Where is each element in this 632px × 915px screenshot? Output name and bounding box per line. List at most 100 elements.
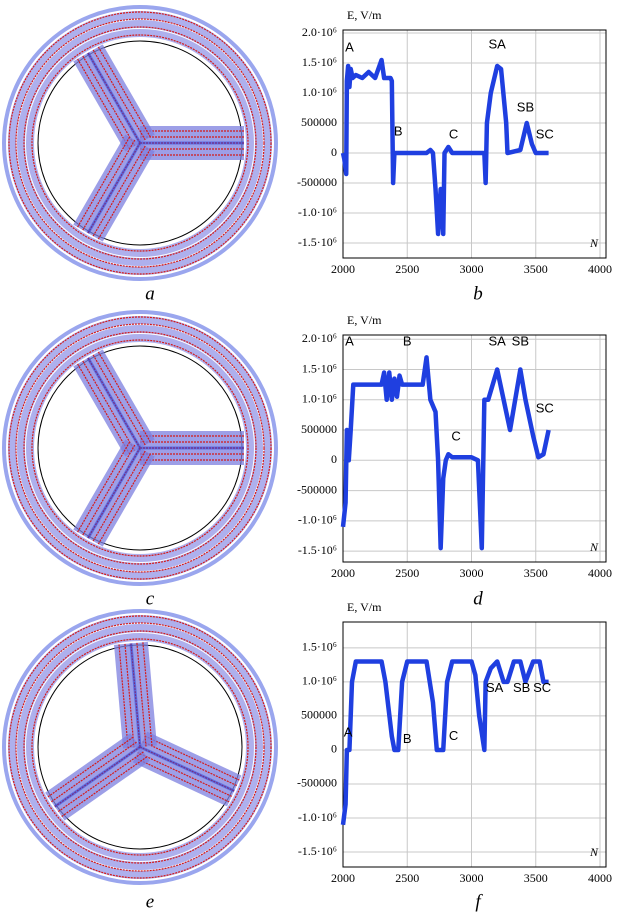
spoke-wire <box>77 441 131 533</box>
spoke-wire <box>134 757 230 803</box>
spoke-wire <box>97 148 151 240</box>
wheel-ring <box>17 624 263 870</box>
wheel-ring <box>8 316 272 580</box>
spoke-wire <box>57 751 144 813</box>
annotation: SA <box>489 36 507 51</box>
wheel-ring <box>8 615 272 879</box>
wheel-ring <box>26 633 254 861</box>
y-axis-label: E, V/m <box>347 600 382 614</box>
panel-label: c <box>146 588 155 609</box>
annotation: SB <box>513 680 530 695</box>
spoke-wire <box>92 450 146 542</box>
spoke-wire <box>77 363 131 455</box>
spoke-wire <box>136 642 147 747</box>
data-line <box>340 57 549 237</box>
y-tick-label: -1.5·10⁶ <box>298 235 337 249</box>
x-tick-label: 4000 <box>588 262 612 276</box>
wheel-ring <box>8 11 272 275</box>
wheel-outer <box>2 310 278 586</box>
wheel <box>2 310 278 586</box>
annotation: B <box>403 731 412 746</box>
plot-frame <box>342 621 607 868</box>
y-tick-label: 1.0·10⁶ <box>302 85 337 99</box>
x-tick-label: 3000 <box>460 871 484 885</box>
y-tick-label: -500000 <box>297 776 337 790</box>
spoke-wire <box>82 360 136 452</box>
wheel-outer <box>2 5 278 281</box>
spoke-wire <box>142 741 238 787</box>
wheel-wire <box>31 638 249 856</box>
annotation: SA <box>486 680 504 695</box>
y-tick-label: 1.0·10⁶ <box>302 392 337 406</box>
wheel-outer <box>2 609 278 885</box>
annotation: C <box>451 429 460 444</box>
spoke-edge <box>86 142 142 234</box>
spoke-wire <box>97 351 151 443</box>
y-axis-label: E, V/m <box>347 313 382 327</box>
y-tick-label: 0 <box>331 452 337 466</box>
spoke-wire <box>97 46 151 138</box>
wheel-ring <box>26 29 254 257</box>
x-axis-label: N <box>589 236 599 250</box>
y-tick-label: 2.0·10⁶ <box>302 331 337 345</box>
y-tick-label: -1.0·10⁶ <box>298 205 337 219</box>
annotation: A <box>344 724 353 739</box>
spoke-edge <box>86 447 142 539</box>
x-tick-label: 2000 <box>331 871 355 885</box>
wheel-wire <box>15 323 265 573</box>
x-tick-label: 4000 <box>588 566 612 580</box>
plot-area <box>343 335 606 562</box>
x-tick-label: 2500 <box>395 566 419 580</box>
spoke-wire <box>92 49 146 141</box>
y-tick-label: -1.0·10⁶ <box>298 810 337 824</box>
spoke-wire <box>61 756 148 817</box>
plot-frame <box>342 334 607 563</box>
x-tick-label: 3500 <box>524 262 548 276</box>
y-tick-label: 1.5·10⁶ <box>302 640 337 654</box>
wheel-wire <box>31 339 249 557</box>
annotation: SB <box>512 334 529 349</box>
x-tick-label: 3000 <box>460 566 484 580</box>
y-axis-label: E, V/m <box>347 8 382 22</box>
wheel-wire <box>8 316 272 580</box>
spoke-wire <box>51 741 137 803</box>
annotation: A <box>345 334 354 349</box>
spoke-wire <box>47 736 134 798</box>
annotation: SC <box>536 400 554 415</box>
x-axis-label: N <box>589 845 599 859</box>
wheel <box>2 5 278 281</box>
data-line <box>340 355 551 551</box>
panel-label: f <box>475 891 483 912</box>
wheel-wire <box>23 26 257 260</box>
wheel-ring <box>26 334 254 562</box>
spoke-wire <box>77 136 131 228</box>
wheel-wire <box>23 331 257 565</box>
y-tick-label: -1.0·10⁶ <box>298 513 337 527</box>
y-tick-label: -500000 <box>297 175 337 189</box>
annotation: SA <box>489 334 507 349</box>
x-tick-label: 2000 <box>331 566 355 580</box>
annotation: SB <box>517 99 534 114</box>
spoke-wire <box>124 643 135 748</box>
x-tick-label: 2500 <box>395 262 419 276</box>
chart: 2.0·10⁶ 1.5·10⁶ 1.0·10⁶ 500000 0 -500000 -1.0·… <box>297 8 612 305</box>
x-tick-label: 3500 <box>524 871 548 885</box>
spoke-wire <box>137 751 232 797</box>
spoke-wire <box>82 139 136 231</box>
x-tick-label: 3500 <box>524 566 548 580</box>
y-tick-label: 2.0·10⁶ <box>302 25 337 39</box>
spoke-wire <box>144 735 240 781</box>
y-tick-label: -1.5·10⁶ <box>298 844 337 858</box>
x-axis-label: N <box>589 540 599 554</box>
wheel-ring <box>17 325 263 571</box>
spoke-wire <box>77 58 131 150</box>
spoke-wire <box>92 145 146 237</box>
spoke-edge <box>86 357 142 449</box>
annotation: C <box>449 126 458 141</box>
spoke-edge <box>129 643 142 748</box>
wheel-wire <box>8 615 272 879</box>
x-tick-label: 2000 <box>331 262 355 276</box>
y-tick-label: 1.0·10⁶ <box>302 674 337 688</box>
